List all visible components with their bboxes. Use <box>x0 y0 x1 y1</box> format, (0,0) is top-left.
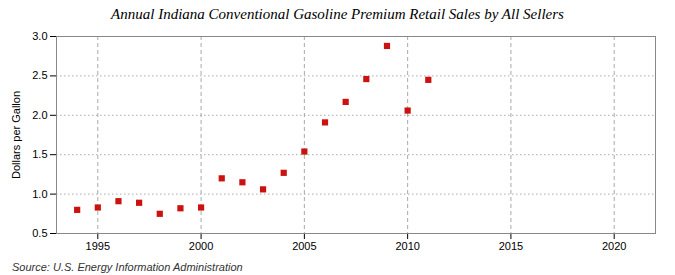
html-text:Annual Indiana Conventional Ga: Annual Indiana Conventional Gasoline Pre… <box>111 6 564 22</box>
svg-text:2010: 2010 <box>395 240 419 252</box>
svg-text:2.5: 2.5 <box>32 69 47 81</box>
svg-text:0.5: 0.5 <box>32 227 47 239</box>
svg-text:Dollars per Gallon: Dollars per Gallon <box>10 91 22 179</box>
svg-text:1995: 1995 <box>86 240 110 252</box>
svg-text:2005: 2005 <box>292 240 316 252</box>
html-text:Source: U.S. Energy Informatio: Source: U.S. Energy Information Administ… <box>12 261 243 273</box>
svg-text:1.0: 1.0 <box>32 188 47 200</box>
svg-text:2000: 2000 <box>189 240 213 252</box>
svg-text:2015: 2015 <box>499 240 523 252</box>
svg-text:1.5: 1.5 <box>32 148 47 160</box>
svg-text:2020: 2020 <box>602 240 626 252</box>
svg-text:2.0: 2.0 <box>32 109 47 121</box>
svg-text:3.0: 3.0 <box>32 30 47 42</box>
